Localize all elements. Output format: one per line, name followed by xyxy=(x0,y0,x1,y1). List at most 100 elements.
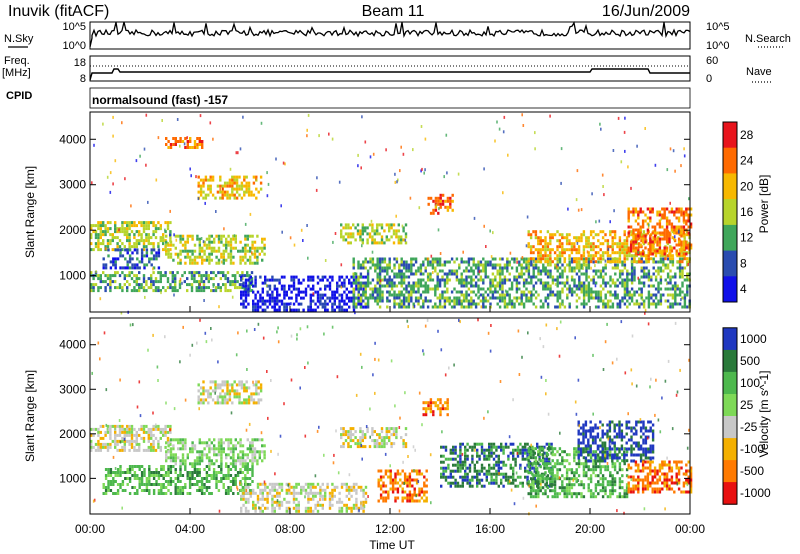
heatmap-cell xyxy=(147,445,150,449)
heatmap-cell xyxy=(169,255,173,259)
heatmap-cell xyxy=(333,485,336,489)
heatmap-speck xyxy=(595,220,597,224)
heatmap-cell xyxy=(167,252,170,256)
heatmap-cell xyxy=(196,137,199,140)
heatmap-cell xyxy=(283,308,286,312)
heatmap-cell xyxy=(135,274,138,278)
heatmap-cell xyxy=(352,260,355,264)
heatmap-cell xyxy=(458,302,461,306)
heatmap-cell xyxy=(359,232,362,236)
heatmap-cell xyxy=(309,302,312,306)
heatmap-cell xyxy=(169,243,173,247)
heatmap-cell xyxy=(565,236,569,240)
heatmap-cell xyxy=(532,272,535,276)
heatmap-cell xyxy=(501,272,504,276)
heatmap-cell xyxy=(650,278,653,282)
heatmap-cell xyxy=(629,249,633,253)
heatmap-cell xyxy=(217,246,221,250)
heatmap-cell xyxy=(326,296,329,300)
heatmap-cell xyxy=(213,444,216,448)
heatmap-cell xyxy=(191,261,194,265)
heatmap-speck xyxy=(502,191,504,195)
heatmap-cell xyxy=(594,245,598,249)
heatmap-cell xyxy=(247,290,250,294)
heatmap-cell xyxy=(448,302,451,306)
heatmap-cell xyxy=(90,448,93,452)
heatmap-cell xyxy=(453,260,456,264)
heatmap-cell xyxy=(343,503,346,507)
heatmap-cell xyxy=(455,272,459,276)
heatmap-cell xyxy=(217,234,221,238)
heatmap-cell xyxy=(130,439,134,443)
heatmap-cell xyxy=(352,272,355,276)
heatmap-cell xyxy=(179,258,182,262)
heatmap-cell xyxy=(259,383,263,387)
heatmap-cell xyxy=(556,290,559,294)
heatmap-cell xyxy=(251,261,254,265)
heatmap-cell xyxy=(589,245,593,249)
y-tick-label: 2000 xyxy=(59,223,86,237)
heatmap-cell xyxy=(685,246,688,250)
heatmap-cell xyxy=(573,248,576,252)
heatmap-cell xyxy=(342,445,345,449)
heatmap-cell xyxy=(184,486,187,489)
heatmap-speck xyxy=(426,257,429,261)
heatmap-cell xyxy=(121,230,124,234)
heatmap-cell xyxy=(268,299,272,303)
heatmap-cell xyxy=(196,474,199,477)
heatmap-cell xyxy=(362,260,365,264)
heatmap-cell xyxy=(189,450,192,454)
heatmap-cell xyxy=(680,225,683,229)
heatmap-cell xyxy=(618,245,622,249)
heatmap-cell xyxy=(288,296,291,300)
heatmap-cell xyxy=(179,237,182,241)
heatmap-cell xyxy=(116,286,119,290)
heatmap-cell xyxy=(164,471,168,474)
heatmap-cell xyxy=(136,477,139,480)
freq-panel-frame xyxy=(89,55,691,82)
heatmap-cell xyxy=(374,290,377,294)
heatmap-cell xyxy=(614,281,617,285)
heatmap-cell xyxy=(253,456,257,460)
heatmap-cell xyxy=(609,305,612,309)
heatmap-cell xyxy=(118,239,122,243)
colorbar-tick-label: 4 xyxy=(740,282,747,296)
heatmap-cell xyxy=(104,245,107,249)
heatmap-cell xyxy=(157,427,160,431)
heatmap-cell xyxy=(195,280,198,284)
heatmap-cell xyxy=(675,207,678,211)
heatmap-cell xyxy=(234,286,237,290)
heatmap-cell xyxy=(165,240,168,244)
heatmap-cell xyxy=(114,286,117,290)
heatmap-cell xyxy=(196,234,199,238)
heatmap-cell xyxy=(292,494,296,498)
heatmap-cell xyxy=(251,246,254,250)
heatmap-cell xyxy=(109,277,112,281)
heatmap-cell xyxy=(665,216,669,220)
heatmap-cell xyxy=(683,299,687,303)
heatmap-cell xyxy=(568,260,571,264)
heatmap-cell xyxy=(210,441,213,445)
heatmap-cell xyxy=(176,289,179,293)
heatmap-cell xyxy=(556,254,559,258)
heatmap-cell xyxy=(243,184,246,188)
heatmap-speck xyxy=(249,212,252,216)
heatmap-cell xyxy=(264,506,267,510)
heatmap-cell xyxy=(627,207,630,211)
heatmap-cell xyxy=(229,255,233,259)
power-colorbar-label: Power [dB] xyxy=(757,175,771,234)
heatmap-speck xyxy=(155,178,158,182)
heatmap-cell xyxy=(234,474,237,477)
heatmap-cell xyxy=(405,284,408,288)
heatmap-cell xyxy=(359,439,362,443)
heatmap-cell xyxy=(673,213,676,217)
heatmap-cell xyxy=(408,481,412,485)
heatmap-cell xyxy=(448,299,451,303)
heatmap-cell xyxy=(121,480,125,483)
heatmap-cell xyxy=(197,398,200,402)
heatmap-cell xyxy=(264,278,267,282)
heatmap-cell xyxy=(443,284,447,288)
heatmap-cell xyxy=(657,266,660,270)
heatmap-cell xyxy=(582,302,586,306)
heatmap-cell xyxy=(352,266,355,270)
